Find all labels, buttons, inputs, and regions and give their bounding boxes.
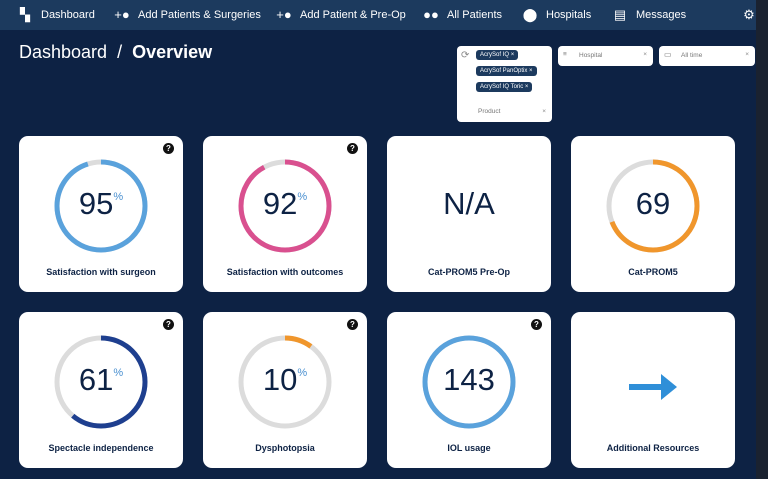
metric-card[interactable]: ? 143 IOL usage — [387, 312, 551, 468]
message-icon: ▤ — [613, 7, 627, 22]
progress-arc — [238, 159, 332, 253]
nav-hospitals[interactable]: ⬤ Hospitals — [522, 7, 592, 22]
metric-card[interactable]: ? 10% Dysphotopsia — [203, 312, 367, 468]
filter-icon: ≡ — [563, 51, 567, 58]
progress-arc — [54, 335, 148, 429]
calendar-icon: ▭ — [664, 50, 672, 59]
progress-ring — [606, 159, 700, 253]
gear-icon: ⚙ — [743, 7, 755, 22]
progress-ring — [238, 159, 332, 253]
page-title: Overview — [132, 42, 213, 62]
progress-arc — [238, 335, 332, 429]
clear-icon[interactable]: × — [643, 51, 647, 58]
help-icon[interactable]: ? — [163, 319, 174, 330]
clear-icon[interactable]: × — [745, 51, 749, 58]
progress-arc — [606, 159, 700, 253]
metric-card[interactable]: 69 Cat-PROM5 — [571, 136, 735, 292]
metric-label: Cat-PROM5 — [628, 267, 678, 277]
metric-card[interactable]: Additional Resources — [571, 312, 735, 468]
progress-ring — [54, 159, 148, 253]
metric-label: Spectacle independence — [48, 443, 154, 453]
add-person-icon: +● — [276, 7, 292, 22]
product-filter[interactable]: ⟳ AcrySof IQ × AcrySof PanOptix × AcrySo… — [457, 46, 552, 122]
product-chip[interactable]: AcrySof PanOptix × — [476, 66, 537, 76]
add-person-icon: +● — [114, 7, 130, 22]
product-chip[interactable]: AcrySof IQ × — [476, 50, 519, 60]
help-icon[interactable]: ? — [531, 319, 542, 330]
metric-card[interactable]: ? 95% Satisfaction with surgeon — [19, 136, 183, 292]
scrollbar[interactable] — [756, 0, 768, 479]
people-icon: ●● — [423, 7, 439, 22]
metric-label: Additional Resources — [606, 443, 700, 453]
breadcrumb: Dashboard / Overview — [19, 42, 213, 62]
breadcrumb-dashboard[interactable]: Dashboard — [19, 42, 108, 62]
refresh-icon[interactable]: ⟳ — [461, 50, 470, 61]
location-pin-icon: ⬤ — [522, 7, 538, 22]
metric-value: 69 — [635, 186, 671, 221]
metric-label: Cat-PROM5 Pre-Op — [427, 267, 510, 277]
metric-value: 95% — [78, 186, 124, 221]
metric-label: IOL usage — [447, 443, 491, 453]
product-chip[interactable]: AcrySof IQ Toric × — [476, 82, 533, 92]
metric-value: 92% — [262, 186, 308, 221]
top-nav: ▚ Dashboard +● Add Patients & Surgeries +●… — [0, 0, 756, 30]
date-filter[interactable]: ▭ All time × — [659, 46, 755, 66]
dashboard-icon: ▚ — [20, 7, 30, 22]
metric-card[interactable]: N/A Cat-PROM5 Pre-Op — [387, 136, 551, 292]
metric-card[interactable]: ? 61% Spectacle independence — [19, 312, 183, 468]
metric-value: N/A — [443, 186, 495, 221]
clear-icon[interactable]: × — [542, 108, 546, 115]
arrow-right-icon[interactable] — [629, 372, 679, 402]
nav-messages[interactable]: ▤ Messages — [613, 7, 687, 22]
help-icon[interactable]: ? — [347, 319, 358, 330]
metric-value: 143 — [443, 362, 495, 397]
metric-card[interactable]: ? 92% Satisfaction with outcomes — [203, 136, 367, 292]
product-input[interactable]: Product — [478, 108, 501, 115]
hospital-filter[interactable]: ≡ Hospital × — [558, 46, 653, 66]
progress-arc — [422, 335, 516, 429]
help-icon[interactable]: ? — [347, 143, 358, 154]
nav-dashboard[interactable]: ▚ Dashboard — [17, 7, 95, 23]
progress-ring — [422, 335, 516, 429]
metric-label: Dysphotopsia — [255, 443, 315, 453]
nav-add-patients-surgeries[interactable]: +● Add Patients & Surgeries — [114, 7, 261, 22]
progress-ring — [54, 335, 148, 429]
progress-ring — [238, 335, 332, 429]
help-icon[interactable]: ? — [163, 143, 174, 154]
metric-value: 10% — [262, 362, 308, 397]
nav-add-patient-preop[interactable]: +● Add Patient & Pre-Op — [276, 7, 406, 22]
metric-label: Satisfaction with surgeon — [46, 267, 156, 277]
nav-all-patients[interactable]: ●● All Patients — [423, 7, 503, 22]
settings-button[interactable]: ⚙ — [741, 7, 757, 23]
metric-value: 61% — [78, 362, 124, 397]
metric-label: Satisfaction with outcomes — [226, 267, 344, 277]
progress-arc — [54, 159, 148, 253]
